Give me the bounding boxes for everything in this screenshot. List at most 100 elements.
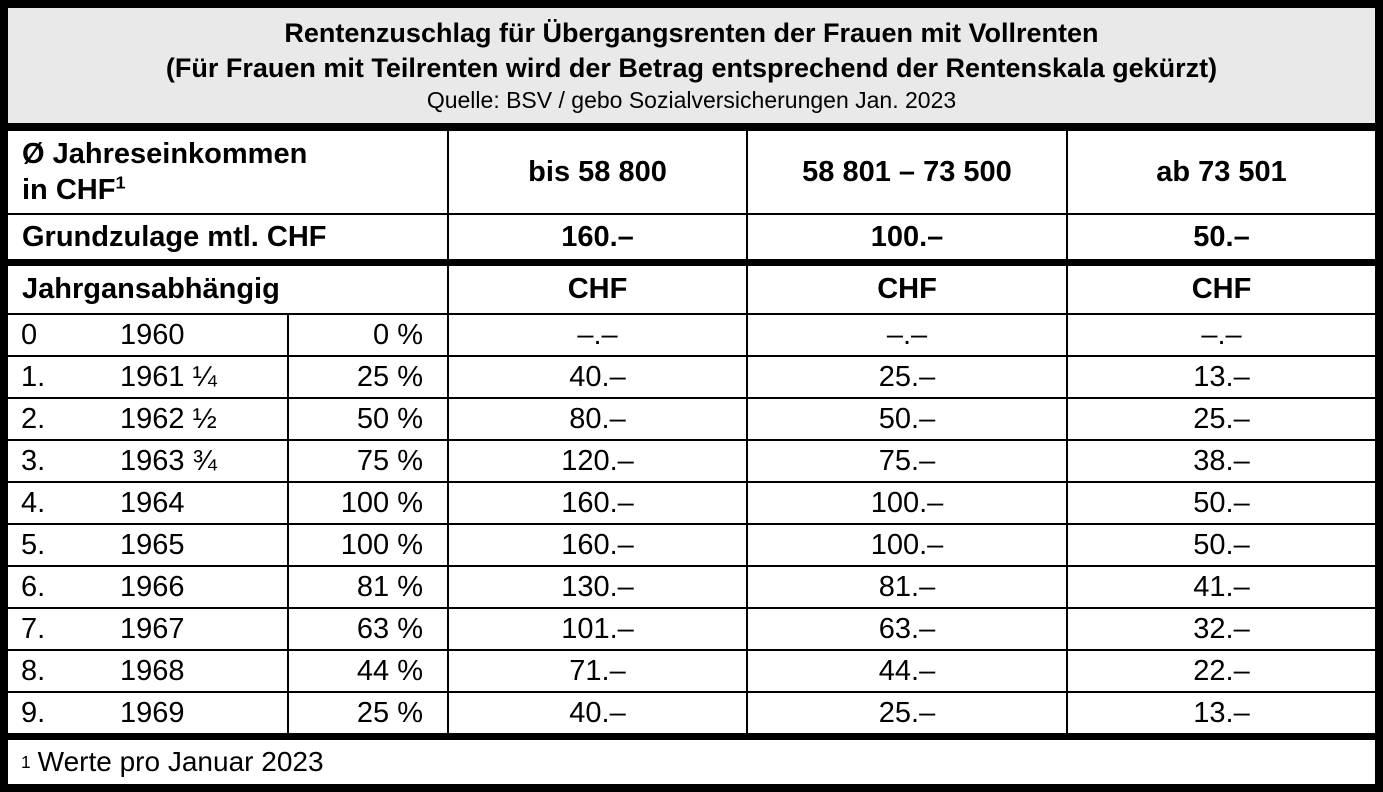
grundzulage-label: Grundzulage mtl. CHF	[22, 220, 327, 253]
separator-thin	[8, 397, 1375, 399]
row-index: 0	[21, 318, 38, 351]
row-year: 1967	[120, 612, 185, 645]
header-row: Ø Jahreseinkommen in CHF1 bis 58 800 58 …	[8, 131, 1375, 213]
table-row: 8. 1968 44 % 71.– 44.– 22.–	[8, 651, 1375, 691]
separator-thick	[8, 259, 1375, 266]
year-cell: 4. 1964	[8, 483, 287, 523]
separator-thick	[8, 123, 1375, 131]
value-cell-2: 75.–	[746, 441, 1066, 481]
percent-cell: 75 %	[287, 441, 447, 481]
value-cell-1: 40.–	[447, 357, 746, 397]
separator-thin	[8, 213, 1375, 215]
percent-cell: 44 %	[287, 651, 447, 691]
value-cell-2: 63.–	[746, 609, 1066, 649]
row-year: 1963 ¾	[120, 444, 217, 477]
value-cell-1: 130.–	[447, 567, 746, 607]
value-cell-3: 22.–	[1066, 651, 1375, 691]
row-index: 5.	[21, 528, 46, 561]
income-range-1: bis 58 800	[447, 131, 746, 213]
percent-cell: 25 %	[287, 357, 447, 397]
table-row: 0 1960 0 % –.– –.– –.–	[8, 315, 1375, 355]
row-index: 4.	[21, 486, 46, 519]
year-cell: 2. 1962 ½	[8, 399, 287, 439]
income-header-line1: Ø Jahreseinkommen	[22, 138, 308, 170]
row-year: 1961 ¼	[120, 360, 217, 393]
percent-cell: 50 %	[287, 399, 447, 439]
separator-thin	[8, 355, 1375, 357]
footnote-marker: 1	[115, 172, 126, 193]
row-year: 1965	[120, 528, 185, 561]
value-cell-2: 81.–	[746, 567, 1066, 607]
row-year: 1962 ½	[120, 402, 217, 435]
row-year: 1960	[120, 318, 185, 351]
table-row: 2. 1962 ½ 50 % 80.– 50.– 25.–	[8, 399, 1375, 439]
row-index: 7.	[21, 612, 46, 645]
separator-thin	[8, 649, 1375, 651]
grundzulage-value-3: 50.–	[1066, 215, 1375, 259]
table-row: 4. 1964 100 % 160.– 100.– 50.–	[8, 483, 1375, 523]
value-cell-1: –.–	[447, 315, 746, 355]
row-index: 3.	[21, 444, 46, 477]
year-cell: 3. 1963 ¾	[8, 441, 287, 481]
value-cell-3: 13.–	[1066, 693, 1375, 733]
table-row: 6. 1966 81 % 130.– 81.– 41.–	[8, 567, 1375, 607]
value-cell-2: 25.–	[746, 693, 1066, 733]
row-index: 8.	[21, 654, 46, 687]
value-cell-1: 160.–	[447, 483, 746, 523]
percent-cell: 100 %	[287, 483, 447, 523]
footnote-row: 1 Werte pro Januar 2023	[21, 746, 324, 777]
grundzulage-value-2: 100.–	[746, 215, 1066, 259]
grundzulage-row: Grundzulage mtl. CHF 160.– 100.– 50.–	[8, 215, 1375, 259]
table-title: Rentenzuschlag für Übergangsrenten der F…	[284, 18, 1099, 48]
value-cell-3: 13.–	[1066, 357, 1375, 397]
row-year: 1966	[120, 570, 185, 603]
percent-cell: 100 %	[287, 525, 447, 565]
table-row: 3. 1963 ¾ 75 % 120.– 75.– 38.–	[8, 441, 1375, 481]
percent-cell: 25 %	[287, 693, 447, 733]
chf-header-3: CHF	[1066, 266, 1375, 313]
jahrgang-label: Jahrgansabhängig	[22, 273, 280, 305]
table-row: 9. 1969 25 % 40.– 25.– 13.–	[8, 693, 1375, 733]
percent-cell: 63 %	[287, 609, 447, 649]
income-header-cell: Ø Jahreseinkommen in CHF1	[8, 131, 447, 213]
row-index: 6.	[21, 570, 46, 603]
value-cell-3: 32.–	[1066, 609, 1375, 649]
separator-thin	[8, 313, 1375, 315]
value-cell-2: 100.–	[746, 525, 1066, 565]
separator-thin	[8, 607, 1375, 609]
table-row: 1. 1961 ¼ 25 % 40.– 25.– 13.–	[8, 357, 1375, 397]
value-cell-2: 100.–	[746, 483, 1066, 523]
year-cell: 0 1960	[8, 315, 287, 355]
year-cell: 6. 1966	[8, 567, 287, 607]
jahrgang-header-row: Jahrgansabhängig CHF CHF CHF	[8, 266, 1375, 313]
year-cell: 9. 1969	[8, 693, 287, 733]
title-block: Rentenzuschlag für Übergangsrenten der F…	[8, 8, 1375, 123]
year-cell: 1. 1961 ¼	[8, 357, 287, 397]
percent-cell: 81 %	[287, 567, 447, 607]
income-header-line2: in CHF1	[22, 172, 126, 206]
row-year: 1964	[120, 486, 185, 519]
value-cell-3: 38.–	[1066, 441, 1375, 481]
value-cell-3: 41.–	[1066, 567, 1375, 607]
year-cell: 5. 1965	[8, 525, 287, 565]
value-cell-1: 71.–	[447, 651, 746, 691]
row-index: 9.	[21, 696, 46, 729]
row-index: 2.	[21, 402, 46, 435]
separator-thin	[8, 565, 1375, 567]
value-cell-2: –.–	[746, 315, 1066, 355]
value-cell-1: 101.–	[447, 609, 746, 649]
income-range-2: 58 801 – 73 500	[746, 131, 1066, 213]
value-cell-3: –.–	[1066, 315, 1375, 355]
separator-thick	[8, 733, 1375, 740]
percent-cell: 0 %	[287, 315, 447, 355]
value-cell-1: 120.–	[447, 441, 746, 481]
grundzulage-value-1: 160.–	[447, 215, 746, 259]
separator-thin	[8, 523, 1375, 525]
chf-header-1: CHF	[447, 266, 746, 313]
row-year: 1969	[120, 696, 185, 729]
year-cell: 8. 1968	[8, 651, 287, 691]
footnote-text: Werte pro Januar 2023	[37, 746, 324, 777]
value-cell-3: 50.–	[1066, 483, 1375, 523]
value-cell-2: 50.–	[746, 399, 1066, 439]
